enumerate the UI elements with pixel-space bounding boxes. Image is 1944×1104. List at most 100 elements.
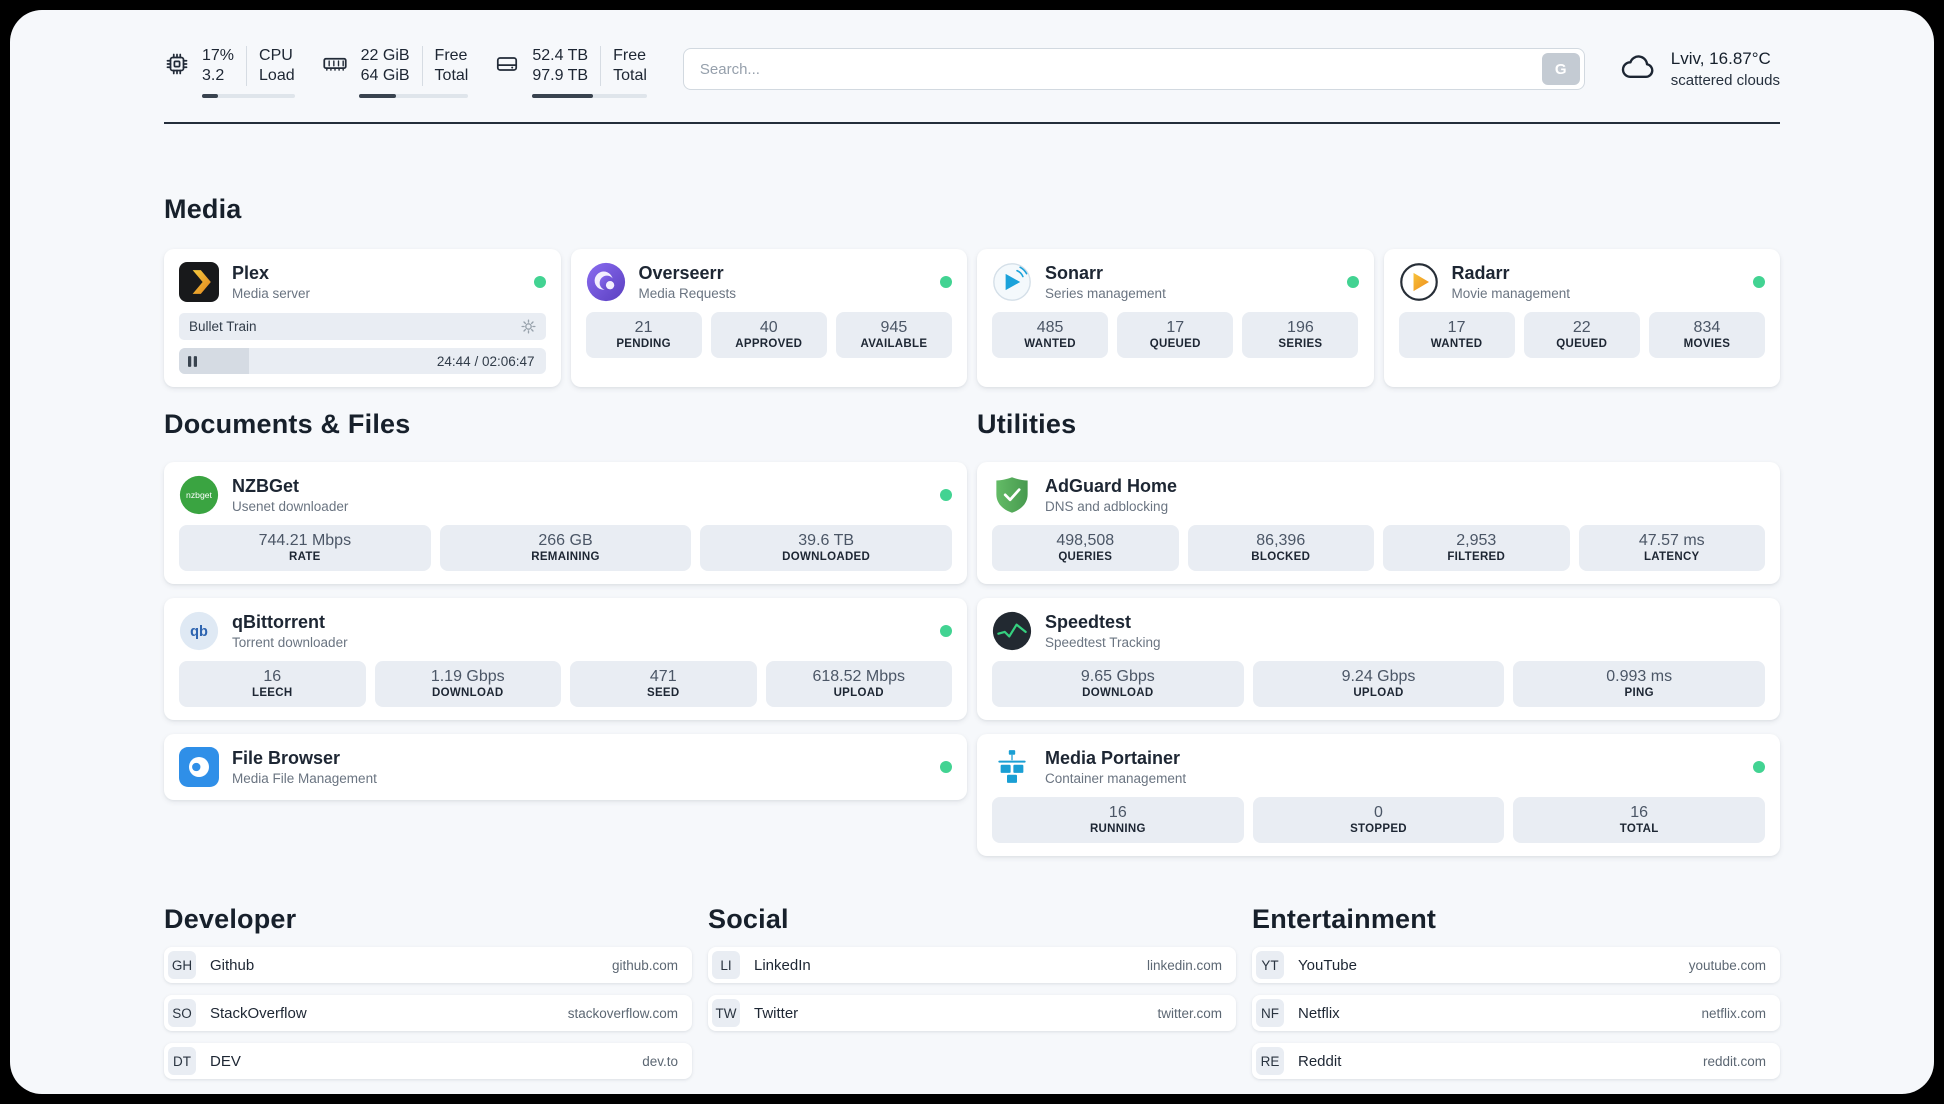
bookmark-youtube[interactable]: YT YouTube youtube.com <box>1252 947 1780 983</box>
header-divider <box>164 122 1780 124</box>
bookmark-netflix[interactable]: NF Netflix netflix.com <box>1252 995 1780 1031</box>
bookmark-domain: netflix.com <box>1701 1005 1766 1021</box>
svg-text:nzbget: nzbget <box>186 490 212 500</box>
bookmark-dev[interactable]: DT DEV dev.to <box>164 1043 692 1079</box>
bookmark-domain: linkedin.com <box>1146 957 1222 973</box>
nzbget-icon: nzbget <box>179 475 219 515</box>
stat-label: PING <box>1624 687 1654 699</box>
speedtest-card[interactable]: Speedtest Speedtest Tracking 9.65 Gbps D… <box>977 598 1780 720</box>
ram-icon <box>321 50 349 83</box>
sonarr-card[interactable]: Sonarr Series management 485 WANTED 17 Q… <box>977 249 1374 387</box>
search-bar: G <box>682 48 1585 90</box>
cpu-usage: 17% <box>202 47 235 64</box>
bookmark-domain: dev.to <box>642 1053 678 1069</box>
ram-usage-bar <box>358 94 469 98</box>
search-input[interactable] <box>682 48 1585 90</box>
stat-label: REMAINING <box>531 551 600 563</box>
weather-location-temp: Lviv, 16.87°C <box>1670 49 1771 68</box>
entertainment-column: Entertainment YT YouTube youtube.com NF … <box>1252 904 1780 1079</box>
bookmark-name: Netflix <box>1298 1004 1340 1022</box>
sonarr-icon <box>992 262 1032 302</box>
section-title-social: Social <box>708 904 789 934</box>
bookmark-domain: twitter.com <box>1157 1005 1222 1021</box>
stat-tile: 17 WANTED <box>1398 312 1515 358</box>
stat-tile: 2,953 FILTERED <box>1383 525 1570 571</box>
cpu-usage-bar <box>202 94 295 98</box>
search-engine-button[interactable]: G <box>1541 53 1580 85</box>
ram-free-label: Free <box>434 47 468 64</box>
stat-tile: 0 STOPPED <box>1252 797 1505 843</box>
stat-value: 47.57 ms <box>1638 532 1705 549</box>
bookmark-twitter[interactable]: TW Twitter twitter.com <box>708 995 1236 1031</box>
app-name: Media Portainer <box>1045 748 1181 768</box>
stat-value: 22 <box>1572 319 1591 336</box>
stat-label: PENDING <box>616 338 671 350</box>
developer-column: Developer GH Github github.com SO StackO… <box>164 904 692 1079</box>
adguard-card[interactable]: AdGuard Home DNS and adblocking 498,508 … <box>977 462 1780 584</box>
cpu-icon <box>164 51 190 82</box>
stat-value: 16 <box>1630 804 1649 821</box>
app-name: Sonarr <box>1045 263 1104 283</box>
app-subtitle: Torrent downloader <box>232 635 348 650</box>
qbittorrent-icon: qb <box>179 611 219 651</box>
middle-columns: Documents & Files nzbget NZBGet Usenet d… <box>164 409 1780 856</box>
bookmark-github[interactable]: GH Github github.com <box>164 947 692 983</box>
nzbget-card[interactable]: nzbget NZBGet Usenet downloader 744.21 M… <box>164 462 967 584</box>
section-title-media: Media <box>164 194 242 224</box>
plex-icon <box>179 262 219 302</box>
radarr-icon <box>1399 262 1439 302</box>
pause-icon[interactable] <box>188 355 197 367</box>
dashboard-panel: 17% 3.2 CPU Load 22 GiB 64 GiB Fr <box>10 10 1934 1094</box>
gear-icon[interactable] <box>520 319 536 334</box>
bookmark-linkedin[interactable]: LI LinkedIn linkedin.com <box>708 947 1236 983</box>
qbittorrent-card[interactable]: qb qBittorrent Torrent downloader 16 LEE… <box>164 598 967 720</box>
status-dot <box>940 761 952 773</box>
ram-free-value: 22 GiB <box>360 47 410 64</box>
stat-value: 0 <box>1374 804 1383 821</box>
speedtest-icon <box>992 611 1032 651</box>
bookmark-name: LinkedIn <box>754 956 811 974</box>
stat-value: 1.19 Gbps <box>430 668 505 685</box>
plex-card[interactable]: Plex Media server Bullet Train <box>164 249 561 387</box>
section-title-documents: Documents & Files <box>164 409 411 439</box>
bookmark-badge: GH <box>168 951 196 979</box>
bookmark-reddit[interactable]: RE Reddit reddit.com <box>1252 1043 1780 1079</box>
app-subtitle: Series management <box>1045 286 1166 301</box>
stat-tile: 498,508 QUERIES <box>992 525 1179 571</box>
stat-tile: 16 RUNNING <box>992 797 1244 843</box>
stat-value: 196 <box>1287 319 1314 336</box>
stat-tile: 39.6 TB DOWNLOADED <box>700 525 952 571</box>
app-subtitle: Media File Management <box>232 771 377 786</box>
radarr-card[interactable]: Radarr Movie management 17 WANTED 22 QUE… <box>1383 249 1780 387</box>
bookmark-badge: NF <box>1256 999 1284 1027</box>
app-name: Plex <box>232 263 270 283</box>
stat-value: 17 <box>1166 319 1185 336</box>
stat-label: UPLOAD <box>1353 687 1404 699</box>
cpu-load-value: 3.2 <box>202 67 225 84</box>
bookmark-badge: DT <box>168 1047 196 1075</box>
stat-label: UPLOAD <box>833 687 884 699</box>
stat-label: QUEUED <box>1149 338 1201 350</box>
portainer-card[interactable]: Media Portainer Container management 16 … <box>977 734 1780 856</box>
stat-tile: 22 QUEUED <box>1523 312 1640 358</box>
stat-label: RUNNING <box>1089 823 1146 835</box>
stat-label: SERIES <box>1278 338 1323 350</box>
section-title-entertainment: Entertainment <box>1252 904 1437 934</box>
overseerr-card[interactable]: Overseerr Media Requests 21 PENDING 40 A… <box>570 249 967 387</box>
stat-value: 9.24 Gbps <box>1341 668 1416 685</box>
status-dot <box>940 489 952 501</box>
stat-label: MOVIES <box>1683 338 1731 350</box>
portainer-icon <box>992 747 1032 787</box>
cpu-load-label: Load <box>259 67 295 84</box>
plex-progress-bar[interactable]: 24:44 / 02:06:47 <box>179 348 546 374</box>
status-dot <box>533 276 546 288</box>
stat-value: 485 <box>1036 319 1064 336</box>
bookmark-stackoverflow[interactable]: SO StackOverflow stackoverflow.com <box>164 995 692 1031</box>
stat-tile: 196 SERIES <box>1242 312 1359 358</box>
disk-free-value: 52.4 TB <box>532 47 589 64</box>
filebrowser-card[interactable]: File Browser Media File Management <box>164 734 967 800</box>
app-subtitle: Media server <box>232 286 311 301</box>
bookmark-columns: Developer GH Github github.com SO StackO… <box>164 904 1780 1079</box>
app-subtitle: Movie management <box>1451 286 1571 301</box>
stat-value: 16 <box>263 668 282 685</box>
